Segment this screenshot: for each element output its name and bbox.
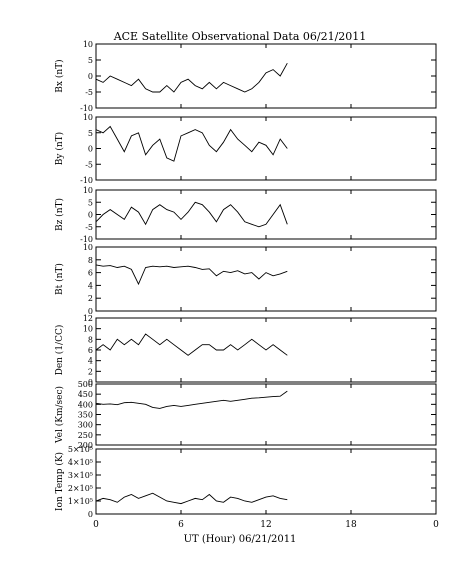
panel-5: 0 24 6 810 12 Den (1/CC) <box>54 314 437 387</box>
panels-group: -10 -5 0 5 10 Bx (nT) -10 -5 0 5 10 By (nT) -10 -5 0 5 1… <box>54 40 437 519</box>
y-tick-label: 10 <box>83 186 93 195</box>
y-tick-label: -5 <box>85 160 93 169</box>
y-tick-label: -10 <box>80 235 93 244</box>
y-tick-label: 1×10⁵ <box>68 497 93 506</box>
y-tick-label: 2 <box>88 367 93 376</box>
y-tick-label: 2 <box>88 294 93 303</box>
x-tick-label: 18 <box>345 520 357 530</box>
y-axis-label: Bz (nT) <box>54 198 65 231</box>
y-tick-label: 4 <box>88 281 93 290</box>
y-tick-label: 6 <box>88 346 93 355</box>
x-axis-group: 0 6 12 18 0 <box>93 520 439 530</box>
y-tick-label: 0 <box>88 211 93 220</box>
x-tick-label: 0 <box>93 520 99 530</box>
x-axis-label: UT (Hour) 06/21/2011 <box>184 534 297 545</box>
series-line <box>95 333 288 356</box>
series-line <box>95 390 288 409</box>
y-axis-label: Den (1/CC) <box>54 325 65 376</box>
y-tick-label: 200 <box>78 441 93 450</box>
panel-3: -10 -5 0 5 10 Bz (nT) <box>54 186 437 244</box>
y-tick-label: 5 <box>88 129 93 138</box>
y-tick-label: 250 <box>78 431 93 440</box>
series-line <box>95 125 288 162</box>
y-tick-label: 0 <box>88 378 93 387</box>
y-tick-label: 10 <box>83 325 93 334</box>
y-tick-label: 450 <box>78 390 93 399</box>
y-axis-label: By (nT) <box>54 132 65 165</box>
series-line <box>95 201 288 228</box>
panel-frame <box>95 448 437 515</box>
panel-frame <box>95 116 437 181</box>
y-tick-label: 2×10⁵ <box>68 484 93 493</box>
figure-title: ACE Satellite Observational Data 06/21/2… <box>113 30 367 43</box>
y-tick-label: 350 <box>78 411 93 420</box>
y-tick-label: 12 <box>83 314 93 323</box>
y-tick-label: 4 <box>88 357 93 366</box>
y-tick-label: 3×10⁵ <box>68 471 93 480</box>
series-line <box>95 264 288 286</box>
panel-2: -10 -5 0 5 10 By (nT) <box>54 113 437 185</box>
y-tick-label: 6 <box>88 269 93 278</box>
y-axis-label: Ion Temp (K) <box>54 452 65 511</box>
series-line <box>95 492 288 505</box>
x-tick-label: 6 <box>178 520 184 530</box>
y-tick-label: 500 <box>78 380 93 389</box>
y-tick-label: 400 <box>78 400 93 409</box>
y-tick-label: -10 <box>80 176 93 185</box>
y-tick-label: 10 <box>83 113 93 122</box>
y-axis-label: Bt (nT) <box>54 263 65 295</box>
y-tick-label: 300 <box>78 421 93 430</box>
x-tick-label: 12 <box>260 520 271 530</box>
y-tick-label: 5×10⁵ <box>68 445 93 454</box>
y-tick-label: 8 <box>88 335 93 344</box>
panel-frame <box>95 246 437 312</box>
y-tick-label: 0 <box>88 72 93 81</box>
panel-frame <box>95 383 437 446</box>
y-tick-label: 10 <box>83 243 93 252</box>
y-axis-label: Bx (nT) <box>54 59 65 92</box>
y-axis-label: Vel (Km/sec) <box>54 386 65 444</box>
panel-frame <box>95 43 437 109</box>
y-tick-label: -5 <box>85 88 93 97</box>
y-tick-label: 5 <box>88 56 93 65</box>
x-tick-label: 0 <box>433 520 439 530</box>
y-tick-label: 5 <box>88 198 93 207</box>
y-tick-label: 0 <box>88 510 93 519</box>
panel-frame <box>95 189 437 240</box>
panel-4: 0 2 4 6 8 10 Bt (nT) <box>54 243 437 316</box>
series-line <box>95 62 288 93</box>
y-tick-label: -10 <box>80 104 93 113</box>
y-tick-label: 4×10⁵ <box>68 458 93 467</box>
y-tick-label: -5 <box>85 223 93 232</box>
y-tick-label: 8 <box>88 256 93 265</box>
y-tick-label: 0 <box>88 307 93 316</box>
y-tick-label: 0 <box>88 145 93 154</box>
y-tick-label: 10 <box>83 40 93 49</box>
panel-1: -10 -5 0 5 10 Bx (nT) <box>54 40 437 113</box>
